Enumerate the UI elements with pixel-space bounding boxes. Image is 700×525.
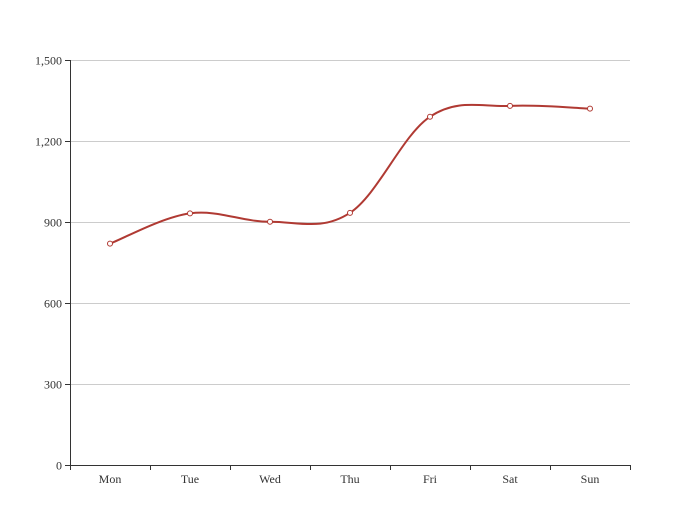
x-tick-label: Wed [259,472,281,486]
y-tick-label: 900 [44,216,62,230]
data-point-thu[interactable] [347,209,353,216]
x-tick-label: Fri [423,472,438,486]
y-tick-label: 600 [44,297,62,311]
x-tick-label: Sun [581,472,600,486]
x-tick-label: Sat [502,472,518,486]
y-tick-label: 1,500 [35,54,62,68]
data-point-sat[interactable] [507,102,513,109]
y-tick-label: 0 [56,459,62,473]
x-tick-label: Mon [99,472,122,486]
y-tick-label: 1,200 [35,135,62,149]
axis-layer: 0 300 600 900 1,200 1,500 Mon Tue Wed Thu Fri Sat Su… [35,54,631,486]
grid-layer [70,60,630,385]
data-point-wed[interactable] [267,218,273,225]
data-point-fri[interactable] [427,113,433,120]
y-tick-label: 300 [44,378,62,392]
data-point-mon[interactable] [107,240,113,247]
x-tick-label: Tue [181,472,199,486]
data-point-sun[interactable] [587,105,593,112]
data-point-tue[interactable] [187,210,193,217]
point-layer [107,102,593,247]
x-tick-label: Thu [340,472,359,486]
